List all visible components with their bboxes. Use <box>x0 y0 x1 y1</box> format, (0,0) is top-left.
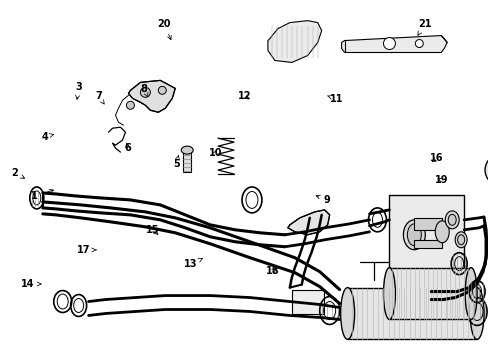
Text: 3: 3 <box>75 82 82 99</box>
Ellipse shape <box>383 268 395 319</box>
Ellipse shape <box>407 224 421 246</box>
Text: 1: 1 <box>31 189 53 201</box>
Bar <box>388 195 463 270</box>
Text: 9: 9 <box>315 195 330 205</box>
Text: 16: 16 <box>429 153 443 163</box>
Ellipse shape <box>469 288 483 339</box>
Text: 7: 7 <box>95 91 104 104</box>
Bar <box>291 289 323 315</box>
Text: 4: 4 <box>41 132 54 142</box>
Bar <box>183 150 191 172</box>
Text: 19: 19 <box>434 175 447 185</box>
Bar <box>388 268 470 319</box>
Ellipse shape <box>444 211 458 229</box>
Polygon shape <box>287 210 329 235</box>
Ellipse shape <box>340 288 354 339</box>
Bar <box>413 218 441 230</box>
Polygon shape <box>341 36 447 53</box>
Polygon shape <box>267 21 321 62</box>
Ellipse shape <box>447 214 455 225</box>
Text: 17: 17 <box>77 245 96 255</box>
Circle shape <box>414 40 423 48</box>
Circle shape <box>158 86 166 94</box>
Text: 13: 13 <box>184 258 203 269</box>
Text: 8: 8 <box>141 84 148 97</box>
Circle shape <box>484 154 488 186</box>
Circle shape <box>383 37 395 50</box>
Text: 2: 2 <box>11 168 24 178</box>
Ellipse shape <box>464 268 476 319</box>
Ellipse shape <box>403 220 425 250</box>
Polygon shape <box>128 80 175 112</box>
Text: 21: 21 <box>417 19 430 35</box>
Ellipse shape <box>457 235 464 245</box>
Circle shape <box>126 101 134 109</box>
Text: 15: 15 <box>146 225 160 235</box>
Text: 5: 5 <box>173 156 179 169</box>
Text: 12: 12 <box>237 91 251 101</box>
Text: 10: 10 <box>208 148 222 158</box>
Bar <box>413 240 441 248</box>
Text: 20: 20 <box>157 19 171 40</box>
Text: 6: 6 <box>124 143 131 153</box>
Text: 11: 11 <box>327 94 343 104</box>
Ellipse shape <box>434 221 448 243</box>
Text: 14: 14 <box>21 279 41 289</box>
Text: 18: 18 <box>265 266 279 276</box>
Ellipse shape <box>454 232 466 248</box>
Bar <box>347 288 476 339</box>
Ellipse shape <box>181 146 193 154</box>
Circle shape <box>140 87 150 97</box>
